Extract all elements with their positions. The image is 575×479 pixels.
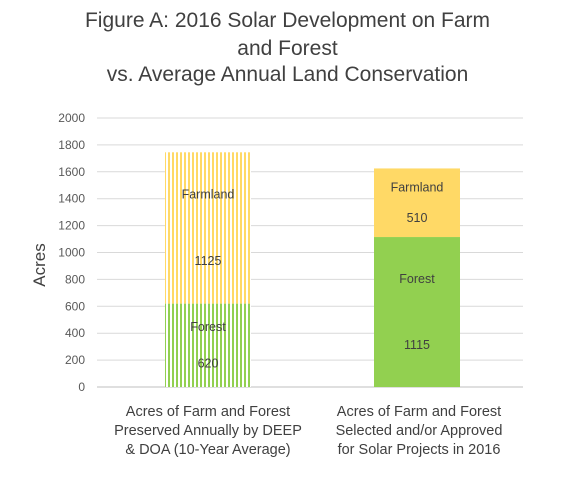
y-tick-label: 1800 xyxy=(58,138,85,152)
bar-farmland-1 xyxy=(374,168,460,238)
x-category-label-1: Acres of Farm and Forest Selected and/or… xyxy=(335,404,503,458)
bar-forest-0 xyxy=(165,303,251,387)
segment-name-label: Forest xyxy=(190,320,226,334)
y-axis-label: Acres xyxy=(30,243,49,286)
x-category-label-0: Acres of Farm and Forest Preserved Annua… xyxy=(114,404,302,458)
y-tick-label: 0 xyxy=(78,380,85,394)
segment-value-label: 1125 xyxy=(195,254,222,268)
chart-title-line-1: Figure A: 2016 Solar Development on Farm xyxy=(84,9,491,32)
y-tick-label: 1600 xyxy=(58,165,85,179)
segment-name-label: Farmland xyxy=(391,181,444,195)
y-tick-label: 1200 xyxy=(58,219,85,233)
y-tick-label: 200 xyxy=(65,353,85,367)
y-tick-label: 1000 xyxy=(58,246,85,260)
y-tick-label: 800 xyxy=(65,272,85,286)
chart-title-line-3: vs. Average Annual Land Conservation xyxy=(106,63,469,86)
segment-value-label: 1115 xyxy=(404,338,430,352)
segment-value-label: 620 xyxy=(198,357,219,371)
segment-name-label: Forest xyxy=(399,272,435,286)
segment-value-label: 510 xyxy=(407,211,428,225)
y-tick-label: 1400 xyxy=(58,192,85,206)
y-tick-label: 2000 xyxy=(58,111,85,125)
y-tick-label: 400 xyxy=(65,326,85,340)
chart-title-line-2: and Forest xyxy=(237,37,338,60)
bar-forest-1 xyxy=(374,237,460,387)
bar-farmland-0 xyxy=(165,152,251,304)
y-tick-label: 600 xyxy=(65,299,85,313)
segment-name-label: Farmland xyxy=(182,188,235,202)
